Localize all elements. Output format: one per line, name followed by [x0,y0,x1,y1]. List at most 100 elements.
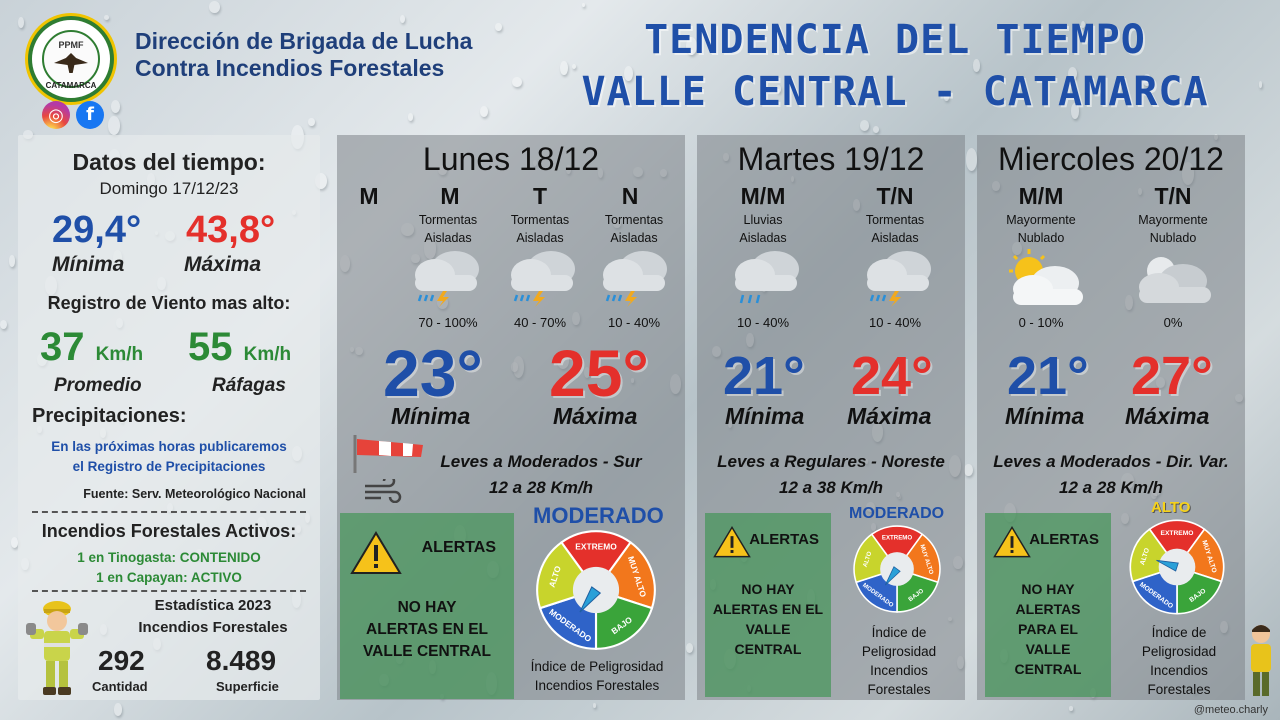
period-condition: Mayormente Nublado [1138,213,1208,245]
alert-title: ALERTAS [749,531,819,548]
period-label: T/N [1154,183,1192,209]
wind-forecast: Leves a Regulares - Noreste 12 a 38 Km/h [717,452,945,497]
period-label: N [621,183,639,209]
fire-item: 1 en Capayan: ACTIVO [96,570,242,585]
gauge-needle [579,586,602,613]
raindrop [686,37,698,56]
raindrop [859,119,870,131]
raindrop [8,255,15,267]
raindrop [775,84,782,93]
day-title: Martes 19/12 [737,141,925,177]
gauge-needle [884,566,901,586]
gauge-needle [1156,559,1179,572]
forecast-max: 24° [851,346,933,406]
danger-level-label: MODERADO [533,503,664,528]
raindrop [480,105,489,117]
period-condition: Tormentas Aisladas [604,213,664,245]
logo-text-top: PPMF [58,40,84,50]
raindrop [685,643,694,654]
thunderstorm-icon [867,251,931,307]
raindrop [961,47,966,54]
alert-message: NO HAY ALERTAS PARA EL VALLE CENTRAL [1014,581,1082,677]
danger-level-label: ALTO [1151,499,1191,516]
org-line-2: Contra Incendios Forestales [135,55,445,81]
period-condition: Tormentas Aisladas [510,213,570,245]
gauge-sector [559,530,633,592]
stats-title: Estadística 2023 Incendios Forestales [138,597,288,636]
raindrop [965,148,977,171]
precip-text: En las próximas horas publicaremos el Re… [51,439,287,474]
raindrop [10,536,19,548]
forecast-max-label: Máxima [553,403,638,429]
raindrop [872,125,880,133]
fire-count: 292 [98,645,145,676]
windsock-icon [353,435,423,473]
author-credit: @meteo.charly [1193,704,1268,716]
divider [32,590,306,592]
wind-record-title: Registro de Viento mas alto: [47,293,291,313]
raindrop [0,319,7,329]
forecast-min-label: Mínima [725,403,805,429]
thunderstorm-icon [603,251,667,307]
forecast-min: 21° [723,346,805,406]
raindrop [1068,66,1078,80]
alert-box: ALERTAS NO HAY ALERTAS EN EL VALLE CENTRAL [705,513,831,697]
raindrop [17,16,24,29]
forecast-max-label: Máxima [1125,403,1210,429]
thunderstorm-icon [511,251,575,307]
danger-index-caption: Índice de Peligrosidad Incendios Forestales [861,625,937,697]
raindrop [512,77,522,88]
day-title: Lunes 18/12 [422,141,600,177]
summary-date: Domingo 17/12/23 [99,179,239,198]
raindrop [495,22,503,32]
forecast-min: 21° [1007,346,1089,406]
gauge-sector-label: EXTREMO [1161,530,1194,537]
instagram-icon[interactable]: ◎ [42,101,70,129]
forecast-max: 25° [549,336,649,410]
period-condition: Tormentas Aisladas [865,213,925,245]
fires-title: Incendios Forestales Activos: [41,521,297,541]
raindrop [623,66,633,81]
warning-icon [350,531,402,574]
wind-gust-label: Ráfagas [212,375,286,396]
firefighter-mascot-icon [26,601,88,695]
wind-average: 37 Km/h [40,325,144,369]
precip-probability: 10 - 40% [868,315,922,330]
title-line-2: VALLE CENTRAL - CATAMARCA [581,69,1209,115]
raindrop [399,15,405,23]
period-label: T [532,183,548,209]
partly-cloudy-night-icon [1139,257,1211,303]
alert-message: NO HAY ALERTAS EN EL VALLE CENTRAL [712,581,824,657]
precip-probability: 70 - 100% [418,315,478,330]
forecast-min-label: Mínima [391,403,471,429]
raindrop [314,173,327,189]
danger-index-caption: Índice de Peligrosidad Incendios Forestales [1141,625,1217,697]
summary-panel: Datos del tiempo: Domingo 17/12/23 29,4°… [18,135,320,700]
fires-list: 1 en Tinogasta: CONTENIDO 1 en Capayan: … [18,548,320,588]
forecast-day-tuesday: Martes 19/12 M/M T/N Lluvias Aisladas Tor… [697,135,965,700]
rain-cloud-icon [735,251,799,304]
period-label: M/M [1018,183,1064,209]
raindrop [113,703,123,717]
precip-probability: 10 - 40% [736,315,790,330]
raindrop [23,129,33,140]
raindrop [110,100,120,114]
facebook-icon[interactable]: f [76,101,104,129]
summary-title: Datos del tiempo: [72,149,266,175]
logo-text-bottom: CATAMARCA [45,81,97,90]
gauge-sector [870,525,924,571]
alert-message: NO HAY ALERTAS EN EL VALLE CENTRAL [362,599,491,660]
observed-max: 43,8° [186,209,276,251]
alert-box: ALERTAS NO HAY ALERTAS EN EL VALLE CENTRAL [340,513,514,699]
warning-icon [993,525,1031,558]
wind-icon [365,479,402,503]
page-title: TENDENCIA DEL TIEMPO VALLE CENTRAL - CAT… [545,14,1245,118]
raindrop [1143,74,1151,87]
gauge-sector [1148,519,1206,569]
day-title: Miercoles 20/12 [998,141,1224,177]
alert-title: ALERTAS [421,539,496,556]
observed-max-label: Máxima [184,253,262,276]
